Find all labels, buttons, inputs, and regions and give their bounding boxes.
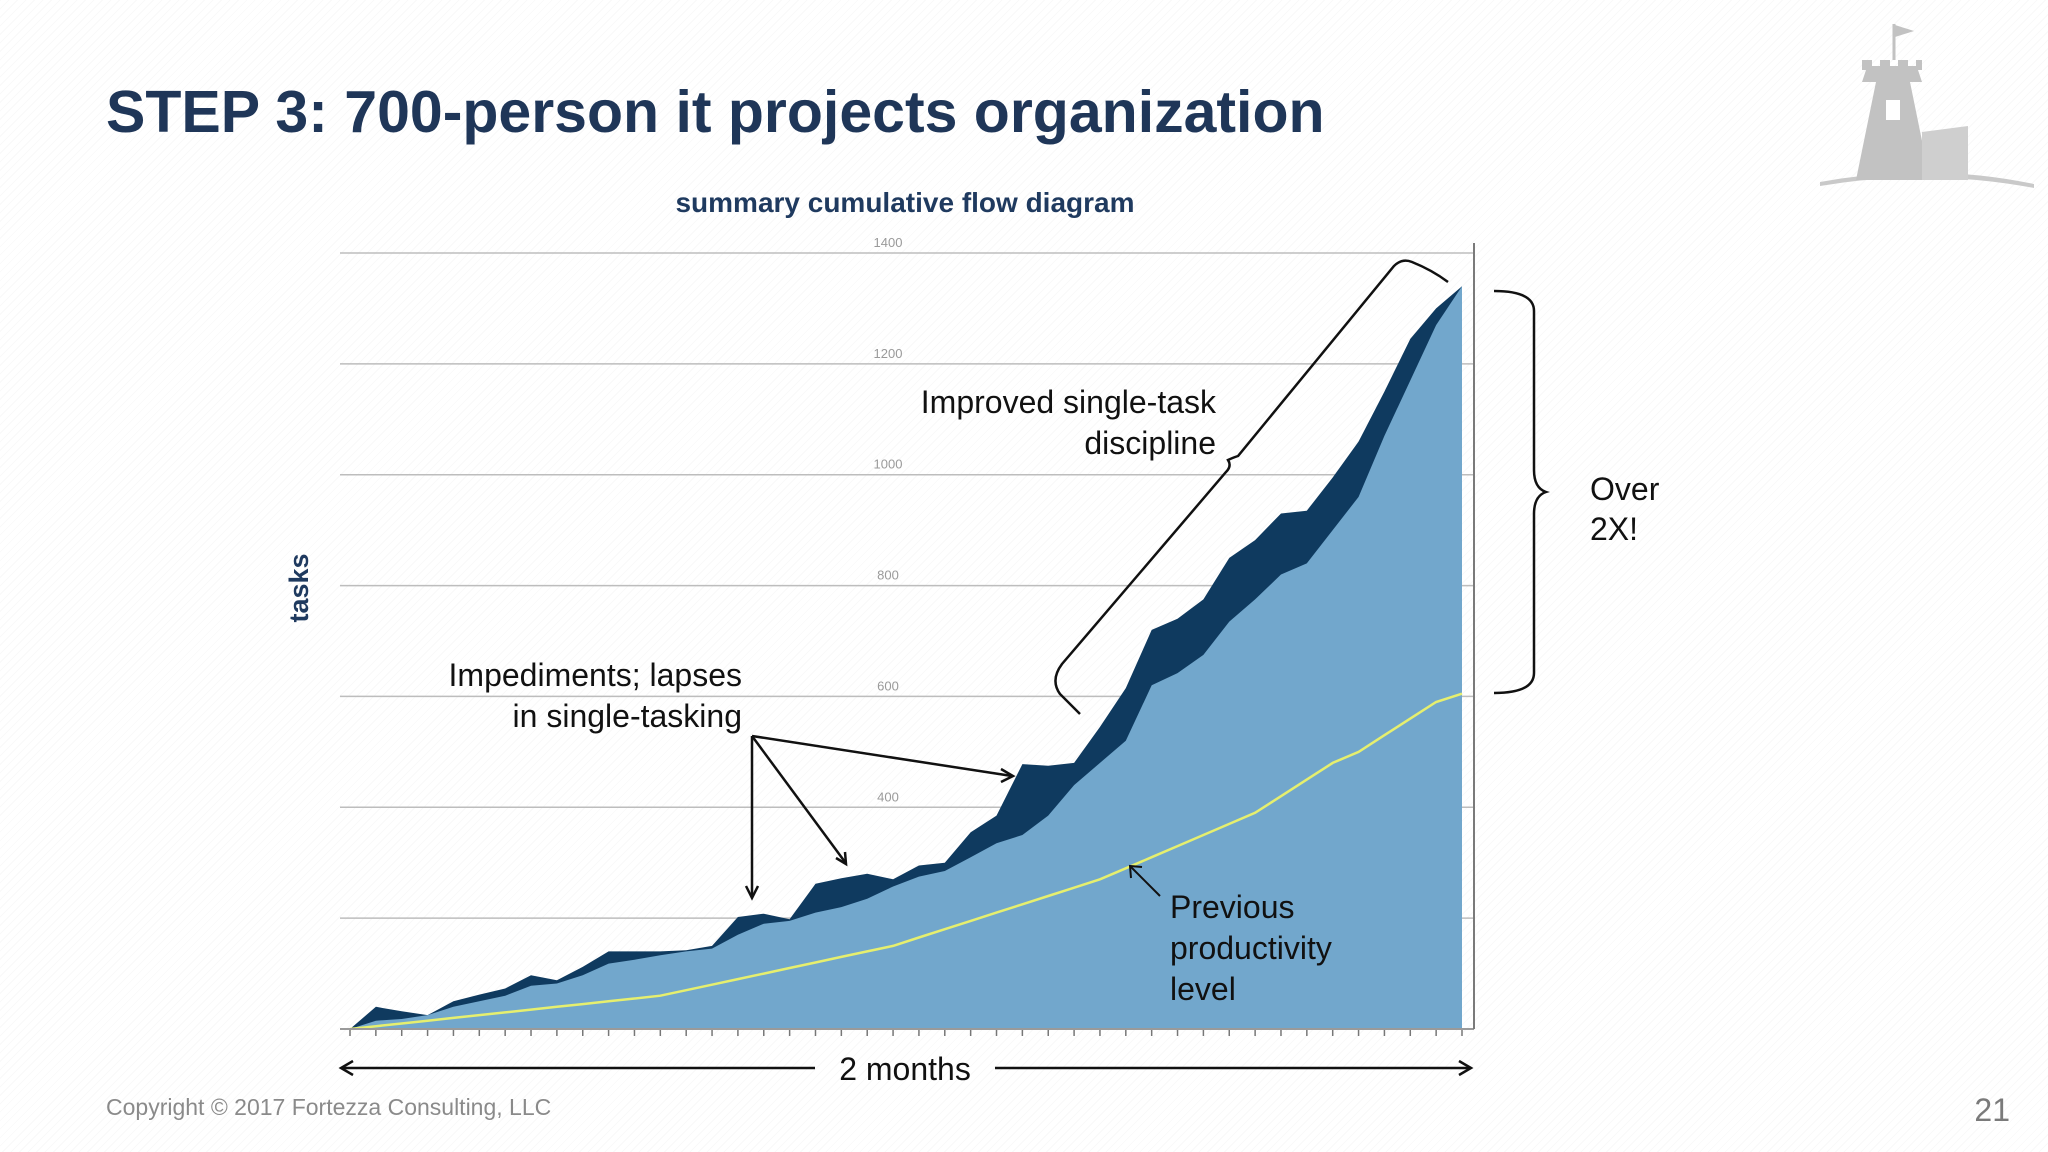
x-ticks <box>349 1029 1463 1036</box>
over-2x-bracket <box>1493 289 1550 695</box>
page-number: 21 <box>1974 1092 2010 1128</box>
slide-title: STEP 3: 700-person it projects organizat… <box>106 79 1325 145</box>
annotation-improved-line2: discipline <box>1084 425 1216 461</box>
cfd-areas <box>349 286 1463 1031</box>
previous-level-arrow <box>1128 864 1161 897</box>
chart-title: summary cumulative flow diagram <box>675 187 1134 218</box>
annotation-impediments-line1: Impediments; lapses <box>449 657 742 693</box>
annotation-impediments-line2: in single-tasking <box>513 698 742 734</box>
y-axis-label: tasks <box>284 553 314 622</box>
annotation-previous-line2: productivity <box>1170 930 1332 966</box>
impediment-arrows <box>744 734 1016 901</box>
y-tick-label-1200: 1200 <box>874 346 903 361</box>
logo-wall <box>1922 126 1968 180</box>
copyright-text: Copyright © 2017 Fortezza Consulting, LL… <box>106 1094 552 1120</box>
y-tick-label-400: 400 <box>877 789 899 804</box>
previous-productivity-line <box>349 692 1463 1031</box>
y-tick-label-1000: 1000 <box>874 457 903 472</box>
annotation-2x: 2X! <box>1590 511 1638 547</box>
improved-bracket <box>1054 259 1449 715</box>
y-tick-label-600: 600 <box>877 678 899 693</box>
y-tick-label-800: 800 <box>877 568 899 583</box>
logo-window <box>1886 100 1900 120</box>
annotation-over: Over <box>1590 471 1660 507</box>
y-tick-labels: 400 600 800 1000 1200 1400 <box>874 235 903 804</box>
duration-arrow <box>338 1059 1474 1077</box>
annotation-previous-line1: Previous <box>1170 889 1295 925</box>
logo-battlement <box>1862 60 1922 70</box>
logo-flag <box>1895 25 1914 37</box>
annotation-previous-line3: level <box>1170 971 1236 1007</box>
fortezza-tower-logo <box>1820 24 2034 188</box>
annotation-improved-line1: Improved single-task <box>921 384 1217 420</box>
logo-tower <box>1856 70 1930 180</box>
x-axis-label: 2 months <box>839 1051 971 1087</box>
y-tick-label-1400: 1400 <box>874 235 903 250</box>
